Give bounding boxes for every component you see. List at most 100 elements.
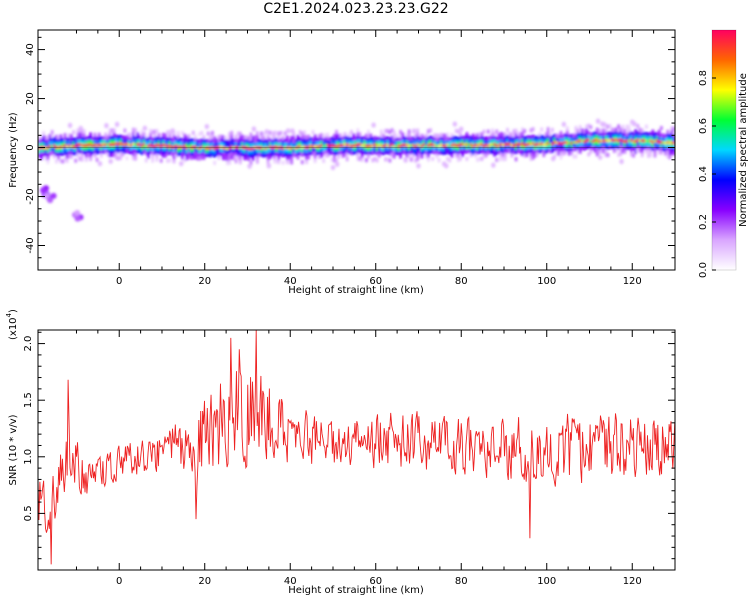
heatmap-cell [369,150,373,155]
heatmap-cell [161,146,165,151]
heatmap-cell [300,131,304,136]
heatmap-cell [570,137,573,142]
snr-scale-factor: (x104) [5,309,19,340]
heatmap-cell [273,148,276,153]
heatmap-cell [666,140,670,145]
heatmap-cell [565,126,569,131]
heatmap-cell [435,137,439,142]
heatmap-cell [516,148,520,153]
heatmap-cell [627,128,631,133]
heatmap-cell [542,149,546,154]
heatmap-cell [437,147,441,152]
heatmap-cell [463,135,467,140]
heatmap-cell [557,134,561,139]
heatmap-cell [330,136,334,141]
heatmap-cell [666,143,670,148]
heatmap-cell [223,139,227,144]
heatmap-cell [63,150,67,155]
heatmap-cell [531,144,535,149]
heatmap-cell [93,146,97,151]
heatmap-cell [551,148,554,154]
heatmap-cell [386,139,390,144]
heatmap-cell [538,132,541,137]
heatmap-cell [185,152,189,157]
heatmap-cell [221,149,225,154]
heatmap-cell [189,152,193,157]
heatmap-cell [170,144,174,149]
heatmap-cell [132,152,135,157]
heatmap-cell [247,157,251,162]
heatmap-cell [283,152,287,157]
heatmap-cell [482,147,486,152]
heatmap-cell [95,136,99,141]
heatmap-cell [311,144,315,149]
heatmap-cell [557,144,561,149]
heatmap-cell [467,135,471,140]
heatmap-cell [613,145,616,150]
heatmap-cell [412,136,415,141]
heatmap-cell [454,150,458,155]
heatmap-cell [617,135,621,140]
heatmap-cell [260,142,264,147]
heatmap-cell [595,127,599,132]
heatmap-cell [384,136,388,141]
heatmap-cell [546,131,550,136]
heatmap-cell [179,137,182,142]
heatmap-cell [38,146,41,151]
heatmap-cell [531,155,535,160]
heatmap-cell [85,157,88,162]
heatmap-cell [523,129,526,134]
heatmap-cell [527,142,531,147]
heatmap-cell [587,123,591,128]
heatmap-cell [604,152,608,157]
heatmap-cell [213,160,217,165]
heatmap-cell [497,146,501,152]
heatmap-cell [335,158,338,163]
heatmap-cell [57,152,60,157]
heatmap-cell [236,138,240,143]
heatmap-cell [559,141,563,146]
heatmap-cell [638,148,642,153]
heatmap-cell [99,146,103,151]
heatmap-cell [619,144,623,149]
heatmap-cell [388,130,392,135]
heatmap-cell [640,128,644,133]
heatmap-cell [615,130,618,136]
heatmap-cell [223,152,227,158]
heatmap-cell [420,154,424,159]
heatmap-cell [213,150,217,155]
heatmap-cell [303,134,306,139]
heatmap-cell [568,137,571,142]
heatmap-cell [262,143,266,148]
heatmap-cell [617,128,621,133]
heatmap-cell [234,138,238,143]
heatmap-cell [670,126,674,131]
heatmap-cell [548,142,552,147]
heatmap-cell [465,146,469,151]
heatmap-cell [559,131,563,136]
heatmap-cell [179,151,182,156]
heatmap-cell [142,135,146,140]
heatmap-cell [574,143,578,148]
heatmap-cell [91,140,95,145]
heatmap-speck [444,163,449,169]
heatmap-cell [431,146,435,151]
heatmap-cell [512,140,516,145]
heatmap-cell [627,142,631,147]
heatmap-cell [608,141,612,146]
heatmap-cell [476,136,479,141]
heatmap-cell [273,159,276,164]
heatmap-cell [664,148,668,153]
heatmap-cell [553,147,556,152]
heatmap-cell [433,136,437,141]
heatmap-cell [138,135,142,140]
heatmap-cell [245,155,249,160]
heatmap-cell [211,148,214,153]
heatmap-cell [486,140,490,145]
heatmap-cell [332,151,336,156]
heatmap-cell [403,150,407,155]
heatmap-cell [501,153,505,158]
heatmap-cell [245,152,249,157]
heatmap-cell [503,156,507,161]
heatmap-cell [585,128,588,133]
